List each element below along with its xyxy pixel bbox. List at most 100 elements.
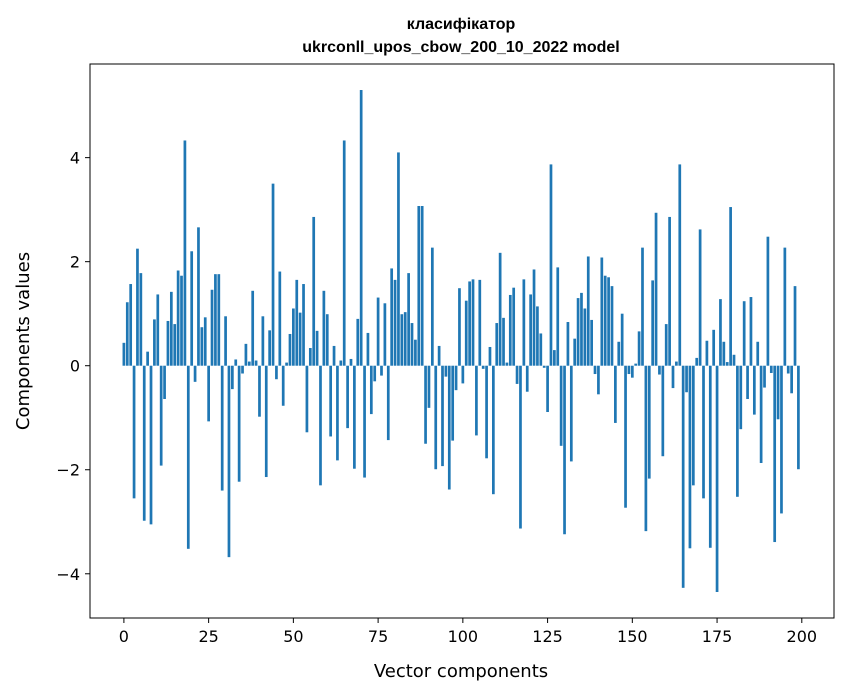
bar <box>634 363 638 366</box>
bar <box>746 365 749 399</box>
bar <box>607 277 610 366</box>
bar <box>695 357 699 366</box>
bar <box>292 308 295 366</box>
bar <box>441 365 444 467</box>
bar <box>712 329 716 366</box>
bar <box>790 365 793 394</box>
bar <box>600 257 604 366</box>
bar <box>590 319 593 366</box>
bar <box>190 251 194 366</box>
bar <box>593 365 597 375</box>
bar <box>319 365 322 486</box>
bar <box>668 216 671 366</box>
bar <box>752 365 756 415</box>
bar <box>644 365 648 532</box>
bar <box>342 140 346 366</box>
bar <box>508 294 512 366</box>
bar <box>502 317 505 366</box>
bar <box>424 365 427 444</box>
bar <box>159 365 163 466</box>
x-tick-label: 100 <box>448 627 479 646</box>
x-tick-label: 75 <box>368 627 388 646</box>
bar <box>430 247 434 366</box>
bar <box>237 365 241 482</box>
y-tick-label: 2 <box>70 253 80 272</box>
bar <box>603 275 607 366</box>
bar <box>532 269 536 366</box>
bar <box>166 320 170 366</box>
bar <box>485 365 488 459</box>
bar <box>285 362 288 366</box>
bar <box>125 302 129 366</box>
bar <box>536 306 539 366</box>
bar <box>610 286 614 366</box>
bar <box>346 365 349 429</box>
bar <box>691 365 695 486</box>
bar <box>522 279 526 366</box>
bar <box>427 365 431 408</box>
bar <box>420 206 424 366</box>
bar <box>576 298 580 366</box>
bar <box>288 333 292 366</box>
bar <box>356 318 360 366</box>
bar <box>614 365 617 423</box>
bar <box>736 365 739 497</box>
bar <box>708 365 712 548</box>
bar <box>739 365 743 430</box>
bar <box>183 140 187 366</box>
bar <box>759 365 763 463</box>
bar <box>369 365 373 415</box>
bar <box>773 365 777 543</box>
bar <box>244 343 248 366</box>
bar <box>207 365 210 422</box>
bar <box>742 301 746 366</box>
bar <box>783 247 787 366</box>
bar <box>464 300 468 366</box>
bar <box>417 206 421 366</box>
bar <box>156 294 160 366</box>
bar <box>268 330 271 366</box>
bar <box>563 365 566 535</box>
bar <box>627 365 631 375</box>
bar <box>386 365 390 441</box>
bar <box>129 284 133 366</box>
bar <box>261 316 265 366</box>
bar <box>505 362 509 366</box>
bar <box>722 341 726 366</box>
bar <box>437 345 441 366</box>
bar <box>407 273 410 366</box>
chart-title: класифікатор <box>407 16 516 33</box>
bar <box>681 365 685 588</box>
bar <box>498 252 502 366</box>
bar <box>451 365 455 441</box>
bar <box>678 164 682 366</box>
bar <box>573 338 577 366</box>
bar <box>400 314 404 366</box>
bar <box>647 365 651 479</box>
bar <box>620 313 624 366</box>
y-axis-label: Components values <box>13 252 34 430</box>
bar <box>393 279 397 366</box>
bar <box>149 365 153 525</box>
bar <box>675 361 678 366</box>
bar <box>658 365 661 375</box>
bar <box>359 90 363 366</box>
bar <box>302 284 305 366</box>
bar <box>569 365 573 462</box>
bar <box>732 354 736 366</box>
bars <box>122 90 800 592</box>
bar <box>142 365 146 521</box>
bar <box>410 323 414 366</box>
bar <box>264 365 268 478</box>
bar <box>329 365 333 437</box>
bar <box>671 365 675 389</box>
bar <box>336 365 339 461</box>
bar <box>234 359 238 366</box>
bar <box>176 270 180 366</box>
bar <box>529 294 532 366</box>
bar <box>780 365 783 514</box>
bar <box>180 275 183 366</box>
bar <box>254 360 258 366</box>
bar <box>715 365 719 592</box>
bar <box>702 365 705 499</box>
